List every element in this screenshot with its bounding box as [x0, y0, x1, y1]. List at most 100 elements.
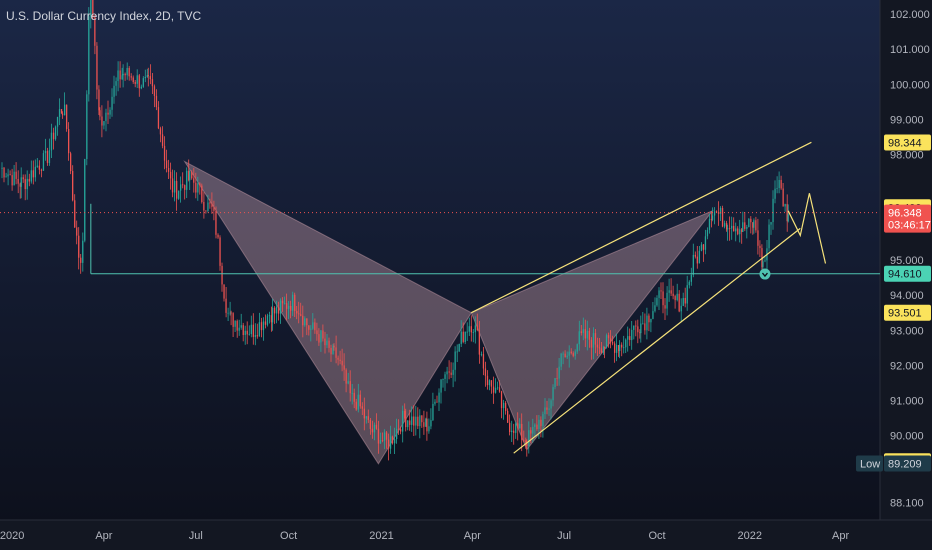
candle-body[interactable] — [662, 291, 664, 306]
candle-body[interactable] — [442, 379, 444, 380]
candle-body[interactable] — [572, 353, 574, 356]
candle-body[interactable] — [119, 70, 121, 80]
candle-body[interactable] — [398, 428, 400, 430]
candle-body[interactable] — [768, 224, 770, 249]
candle-body[interactable] — [333, 345, 335, 348]
candle-body[interactable] — [580, 331, 582, 333]
candle-body[interactable] — [238, 327, 240, 331]
candle-body[interactable] — [184, 185, 186, 190]
candle-body[interactable] — [201, 185, 203, 202]
candle-body[interactable] — [434, 401, 436, 404]
candle-body[interactable] — [748, 218, 750, 227]
candle-body[interactable] — [5, 176, 7, 178]
candle-body[interactable] — [377, 428, 380, 444]
candle-body[interactable] — [478, 330, 480, 355]
candle-body[interactable] — [115, 81, 117, 86]
candle-body[interactable] — [631, 329, 633, 341]
candle-body[interactable] — [76, 227, 78, 236]
candle-body[interactable] — [15, 171, 17, 179]
candle-body[interactable] — [576, 344, 578, 352]
candle-body[interactable] — [326, 340, 328, 346]
candle-body[interactable] — [385, 432, 388, 440]
candle-body[interactable] — [741, 229, 743, 232]
candle-body[interactable] — [180, 184, 182, 191]
candle-body[interactable] — [281, 300, 284, 304]
candle-body[interactable] — [24, 179, 26, 190]
candle-body[interactable] — [70, 153, 72, 172]
candle-body[interactable] — [68, 129, 70, 154]
candle-body[interactable] — [221, 265, 223, 285]
candle-body[interactable] — [546, 407, 548, 410]
candle-body[interactable] — [9, 174, 11, 176]
candle-body[interactable] — [702, 244, 705, 250]
candle-body[interactable] — [72, 171, 74, 201]
candle-body[interactable] — [503, 402, 505, 409]
candle-body[interactable] — [488, 380, 491, 386]
candle-body[interactable] — [660, 290, 662, 292]
candle-body[interactable] — [456, 351, 458, 353]
candle-body[interactable] — [682, 298, 684, 306]
candle-body[interactable] — [167, 168, 170, 172]
candle-body[interactable] — [335, 347, 337, 358]
candle-body[interactable] — [542, 414, 544, 427]
candle-body[interactable] — [136, 75, 138, 84]
candle-body[interactable] — [147, 75, 149, 77]
candle-body[interactable] — [446, 371, 448, 375]
candle-body[interactable] — [618, 345, 620, 351]
candle-body[interactable] — [339, 359, 341, 361]
candle-body[interactable] — [159, 128, 162, 135]
candle-body[interactable] — [349, 381, 351, 394]
candle-body[interactable] — [314, 322, 316, 331]
candle-body[interactable] — [492, 386, 495, 393]
candle-body[interactable] — [191, 172, 193, 179]
candle-body[interactable] — [423, 422, 425, 427]
candle-body[interactable] — [402, 410, 404, 432]
candle-body[interactable] — [244, 330, 246, 335]
candle-body[interactable] — [165, 160, 168, 169]
candle-body[interactable] — [690, 274, 692, 282]
upper-trendline[interactable] — [471, 141, 812, 314]
candle-body[interactable] — [710, 218, 713, 220]
candle-body[interactable] — [308, 325, 310, 330]
candle-body[interactable] — [111, 96, 113, 110]
candle-body[interactable] — [605, 335, 608, 348]
candle-body[interactable] — [36, 165, 38, 167]
candle-body[interactable] — [558, 366, 560, 379]
candle-body[interactable] — [213, 207, 215, 211]
candle-body[interactable] — [517, 423, 519, 429]
candle-body[interactable] — [86, 94, 88, 159]
candle-body[interactable] — [277, 307, 280, 314]
candle-body[interactable] — [731, 225, 733, 229]
candle-body[interactable] — [66, 104, 68, 129]
price-label-red[interactable] — [884, 204, 931, 233]
candle-body[interactable] — [318, 334, 320, 343]
candle-body[interactable] — [570, 351, 572, 354]
candle-body[interactable] — [151, 79, 154, 87]
candle-body[interactable] — [138, 75, 140, 89]
candle-body[interactable] — [268, 315, 271, 317]
candle-body[interactable] — [684, 298, 686, 304]
candle-body[interactable] — [415, 416, 417, 426]
candle-body[interactable] — [292, 294, 294, 311]
candle-body[interactable] — [215, 210, 217, 235]
candle-body[interactable] — [452, 369, 454, 375]
candle-body[interactable] — [262, 321, 265, 331]
candle-body[interactable] — [584, 329, 586, 339]
candle-body[interactable] — [761, 248, 763, 267]
candle-body[interactable] — [526, 442, 528, 446]
candle-body[interactable] — [74, 200, 76, 228]
candle-body[interactable] — [538, 419, 540, 430]
price-label-low[interactable] — [884, 455, 931, 472]
candle-body[interactable] — [300, 314, 302, 316]
candle-body[interactable] — [17, 179, 19, 184]
candle-body[interactable] — [540, 419, 542, 427]
candle-body[interactable] — [419, 415, 421, 427]
candle-body[interactable] — [113, 85, 115, 97]
candle-body[interactable] — [664, 305, 666, 309]
candle-body[interactable] — [128, 68, 130, 77]
candle-body[interactable] — [548, 408, 550, 410]
candle-body[interactable] — [498, 387, 501, 392]
candle-body[interactable] — [607, 335, 610, 339]
candle-body[interactable] — [60, 109, 63, 114]
candle-body[interactable] — [144, 77, 146, 79]
